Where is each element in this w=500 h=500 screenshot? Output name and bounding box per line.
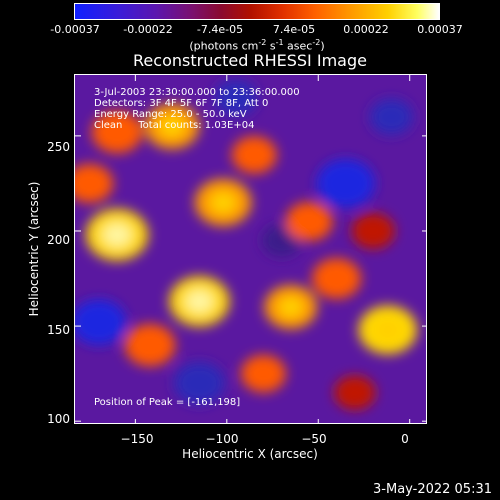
colorbar-tick-label: 7.4e-05 — [272, 23, 316, 36]
y-tick-label: 250 — [47, 140, 70, 154]
hotspot — [285, 201, 333, 242]
colorbar — [74, 3, 440, 20]
hotspot-core — [210, 191, 237, 214]
time-range-text: 3-Jul-2003 23:30:00.000 to 23:36:00.000 — [94, 87, 300, 98]
coldspot — [75, 299, 127, 346]
x-tick-label: −50 — [301, 432, 327, 446]
x-tick-label: −100 — [205, 432, 239, 446]
y-axis-label: Heliocentric Y (arcsec) — [27, 181, 41, 317]
hotspot-core — [159, 116, 185, 137]
hotspot — [334, 375, 376, 410]
colorbar-tick-label: -0.00037 — [50, 23, 100, 36]
hotspot-core — [374, 318, 402, 341]
colorbar-tick-label: -0.00022 — [123, 23, 173, 36]
plot-area — [74, 74, 427, 424]
hotspot — [124, 323, 176, 367]
energy-range-text: Energy Range: 25.0 - 50.0 keV — [94, 109, 247, 120]
hotspot-core — [102, 223, 132, 247]
y-tick-label: 150 — [47, 323, 70, 337]
hotspot — [312, 258, 362, 299]
clean-counts-text: Clean Total counts: 1.03E+04 — [94, 120, 255, 131]
x-axis-label: Heliocentric X (arcsec) — [182, 447, 318, 461]
peak-position-text: Position of Peak = [-161,198] — [94, 397, 241, 408]
hotspot-core — [278, 297, 303, 317]
colorbar-gradient — [75, 4, 439, 19]
chart-title: Reconstructed RHESSI Image — [133, 51, 367, 70]
colorbar-tick-label: 0.00022 — [343, 23, 389, 36]
x-tick-label: 0 — [401, 432, 409, 446]
x-tick-label: −150 — [120, 432, 154, 446]
coldspot — [369, 98, 414, 135]
y-tick-label: 200 — [47, 233, 70, 247]
hotspot — [91, 110, 143, 154]
hotspot — [231, 136, 277, 174]
coldspot — [316, 159, 375, 208]
colorbar-units: (photons cm-2 s-1 asec-2) — [189, 38, 325, 53]
hotspot — [351, 212, 395, 249]
detectors-text: Detectors: 3F 4F 5F 6F 7F 8F, Att 0 — [94, 98, 269, 109]
image-annotations: 3-Jul-2003 23:30:00.000 to 23:36:00.000 … — [94, 87, 300, 131]
colorbar-tick-label: -7.4e-05 — [196, 23, 244, 36]
y-tick-label: 100 — [47, 412, 70, 426]
coldspot — [214, 79, 258, 116]
coldspot — [173, 361, 225, 405]
hotspot-core — [185, 290, 214, 313]
hotspot — [240, 354, 286, 393]
hotspot — [75, 163, 114, 204]
colorbar-tick-label: 0.00037 — [417, 23, 463, 36]
heatmap-image — [75, 75, 426, 423]
timestamp: 3-May-2022 05:31 — [373, 482, 492, 497]
